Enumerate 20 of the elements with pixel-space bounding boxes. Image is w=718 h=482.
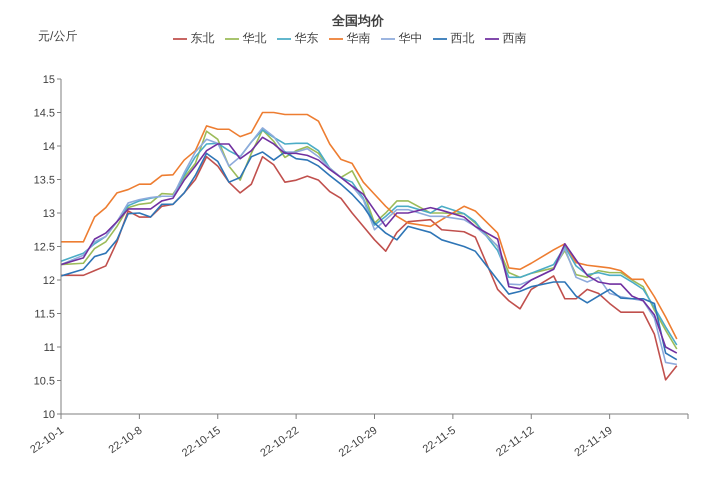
- y-tick-label: 14: [42, 140, 55, 153]
- legend-label: 华中: [398, 31, 422, 45]
- y-axis-title: 元/公斤: [38, 28, 78, 45]
- y-tick-label: 11.5: [34, 308, 55, 320]
- legend-label: 华北: [242, 31, 266, 45]
- y-tick-label: 10.5: [34, 375, 55, 388]
- y-tick-label: 10: [42, 408, 55, 421]
- legend-label: 华南: [346, 31, 370, 45]
- y-tick-label: 12.5: [34, 241, 55, 254]
- y-tick-label: 13.5: [34, 174, 55, 186]
- chart-title: 全国均价: [331, 12, 385, 30]
- legend-label: 华东: [294, 31, 318, 45]
- legend-label: 西南: [502, 31, 526, 45]
- y-tick-label: 12: [42, 274, 55, 287]
- y-tick-label: 15: [42, 74, 55, 86]
- y-tick-label: 11: [44, 342, 55, 354]
- y-tick-label: 13: [42, 208, 55, 220]
- y-tick-label: 14.5: [34, 107, 55, 120]
- legend-label: 西北: [450, 31, 474, 45]
- legend-label: 东北: [190, 31, 214, 45]
